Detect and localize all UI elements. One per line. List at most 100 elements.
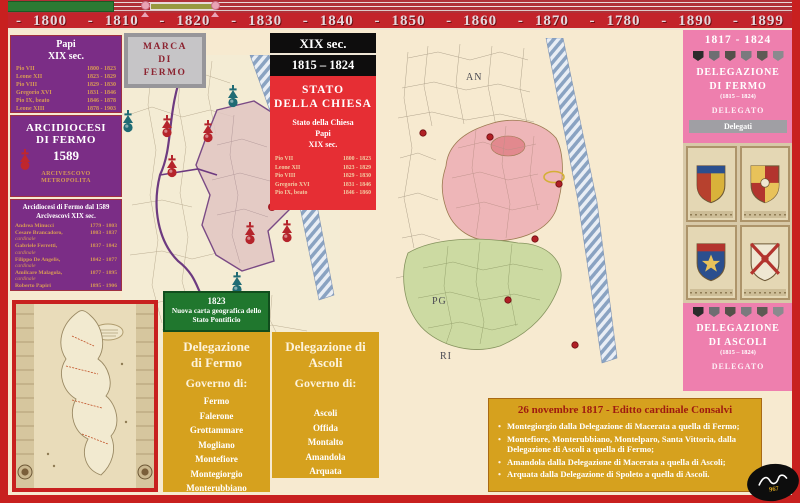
archbishop-row: Gabriele Ferretti, cardinale 1837 - 1842 [11,243,121,255]
timeline-year-group: - 1870 [518,13,569,30]
papi-title: Papi [56,39,76,50]
papi-subtitle: XIX sec. [47,51,85,62]
fermo-pink-years: 1817 - 1824 [704,34,772,46]
pope-dates: 1823 - 1829 [342,164,371,171]
timeline-separator: - [661,12,668,29]
carta-line1: Nuova carta geografica dello [171,306,262,315]
timeline-year: 1860 [463,12,498,29]
province-label-ri: RI [440,351,452,362]
carta-year: 1823 [207,296,226,306]
pope-dates: 1831 - 1846 [87,90,116,96]
archbishop-name: Amilcare Malagola, [15,269,63,276]
pope-name: Pio IX, beato [16,98,50,104]
timeline-separator: - [732,12,739,29]
marca-line: FERMO [143,68,187,78]
city-marker [531,235,539,243]
timeline: - 1800 - 1810 - 1820 - 1830 [0,0,800,30]
ascoli-gold-title1: Delegazione di [285,339,366,354]
adriatic-coast-band [545,38,618,364]
arcivescovi-header1: Arcidiocesi di Fermo dal 1589 [22,204,110,211]
coat-of-arms-icon [740,307,752,317]
archbishop-dates: 1895 - 1906 [89,283,117,290]
delegazione-ascoli-pink-panel: DELEGAZIONE DI ASCOLI (1815 – 1824) DELE… [683,303,793,391]
papal-states-shape [60,310,118,476]
archbishop-name: Roberto Papiri [15,283,51,290]
pope-dates: 1829 - 1830 [342,173,371,179]
timeline-year: 1850 [391,12,426,29]
timeline-separator: - [159,12,166,29]
archbishop-name-block: Andrea Minucci [15,223,54,229]
pope-row: Gregorio XVI 1831 - 1846 [11,89,121,97]
pope-row: Pio VII 1800 - 1823 [11,65,121,73]
ascoli-towns-list: Ascoli Offida Montalto Amandola Arquata [272,406,379,479]
fermo-pink-line3: (1815 – 1824) [720,93,756,100]
ascoli-gold-subtitle: Governo di: [294,376,357,390]
archbishop-row: Amilcare Malagola, cardinale 1877 - 1895 [11,270,121,282]
editto-bullet: Montegiorgio dalla Delegazione di Macera… [497,421,751,432]
coat-of-arms-icon [724,307,736,317]
logo-number: 967 [768,484,780,494]
delegates-coats-of-arms-image [683,143,793,303]
arcivescovo-role: ARCIVESCOVO METROPOLITA [11,171,121,185]
author-logo-oval: 967 [744,460,800,503]
town-name: Montefiore [195,454,238,464]
stato-title2: DELLA CHIESA [274,98,372,110]
stato-sub1: Stato della Chiesa [292,118,354,127]
province-label-pg: PG [432,296,447,307]
editto-bullet: Amandola dalla Delegazione di Macerata a… [497,457,751,468]
archbishop-row: Roberto Papiri 1895 - 1906 [11,283,121,289]
shield-icon [749,243,780,282]
fermo-pink-line2: DI FERMO [709,81,767,92]
fermo-gold-subtitle: Governo di: [185,376,248,390]
archbishop-title: cardinale [15,236,36,243]
archbishop-name-block: Cesare Brancadoro, cardinale [15,230,63,242]
papi-panel: Papi XIX sec. Pio VII 1800 - 1823 Leone … [10,35,122,113]
pope-name: Leone XII [16,74,43,80]
town-name: Monterubbiano [186,483,247,493]
city-marker [419,129,427,137]
plate-caption [690,210,733,218]
highlighted-district [490,135,526,157]
archbishop-name-block: Gabriele Ferretti, cardinale [15,243,57,255]
delegazione-fermo-pink-panel: 1817 - 1824 DELEGAZIONE DI FERMO (1815 –… [683,30,793,143]
antique-papal-states-map [12,300,158,492]
timeline-pointer [211,12,219,17]
editto-bullet: Arquata dalla Delegazione di Spoleto a q… [497,469,751,480]
timeline-year-group: - 1850 [374,13,425,30]
pope-dates: 1800 - 1823 [342,156,371,162]
archbishop-title: cardinale [15,276,36,283]
stato-title1: STATO [301,84,345,96]
timeline-green-segment [2,1,114,12]
pope-name: Pio VII [16,66,35,72]
city-marker [504,296,512,304]
arcidiocesi-year: 1589 [53,148,79,163]
timeline-separator: - [517,12,524,29]
archbishop-name: Cesare Brancadoro, [15,230,63,237]
pope-row: Leone XII 1823 - 1829 [11,73,121,81]
timeline-year: 1780 [606,12,641,29]
timeline-pointer [141,12,149,17]
timeline-year: 1890 [678,12,713,29]
pope-dates: 1829 - 1830 [87,82,116,88]
arcivescovi-header2: Arcivescovi XIX sec. [36,213,96,220]
timeline-year-group: - 1830 [231,13,282,30]
pope-row: Leone XIII 1878 - 1903 [11,105,121,113]
pope-row: Pio IX, beato 1846 - 1860 [270,189,376,198]
town-name: Grottammare [189,425,244,435]
pope-row: Gregorio XVI 1831 - 1846 [270,181,376,190]
eagle-crest-icon [692,307,704,317]
coat-of-arms-icon [756,51,768,61]
fermo-gold-title1: Delegazione [183,339,250,354]
coat-of-arms-plate [686,146,737,222]
shield-icon [696,243,726,282]
stato-popes-list: Pio VII 1800 - 1823 Leone XII 1823 - 182… [270,155,376,198]
city-marker [571,341,579,349]
editto-consalvi-panel: 26 novembre 1817 - Editto cardinale Cons… [488,398,762,492]
timeline-decoration [0,0,800,17]
fermo-pink-line4: DELEGATO [711,106,765,115]
pope-row: Pio VIII 1829 - 1830 [270,172,376,181]
timeline-separator: - [589,12,596,29]
arcivescovi-list: Andrea Minucci 1779 - 1803 Cesare Branca… [11,223,121,289]
stato-sub3: XIX sec. [308,140,338,149]
marca-line: DI [158,55,172,65]
